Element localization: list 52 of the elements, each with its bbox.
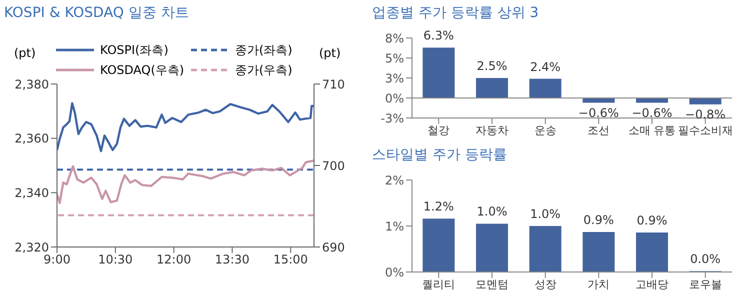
x-tick-label: 모멘텀 (476, 278, 508, 291)
x-tick-label: 9:00 (44, 252, 70, 267)
chart-title: KOSPI & KOSDAQ 일중 차트 (4, 4, 189, 22)
legend-label: KOSDAQ(우측) (100, 62, 184, 78)
chart-title: 스타일별 주가 등락률 (372, 146, 507, 164)
y-tick-label: 0% (384, 265, 404, 280)
x-tick-label: 13:30 (214, 252, 250, 267)
y2-tick-label: 710 (322, 77, 345, 92)
x-tick-label: 필수소비재 (678, 124, 733, 137)
y-tick-label: 8% (384, 31, 404, 46)
y-tick-label: 5% (384, 51, 404, 66)
legend-label: 종가(좌측) (235, 42, 292, 58)
x-tick-label: 조선 (588, 124, 610, 137)
x-tick-label: 15:00 (273, 252, 308, 267)
data-label: 1.0% (476, 204, 508, 219)
x-tick-label: 운송 (534, 124, 556, 137)
x-tick-label: 로우볼 (688, 278, 722, 291)
data-label: 2.4% (530, 60, 561, 74)
x-tick-label: 철강 (428, 124, 450, 137)
x-tick-label: 10:30 (98, 252, 133, 267)
y-tick-label: -3% (380, 111, 404, 126)
data-label: 1.0% (530, 207, 561, 221)
x-tick-label: 고배당 (636, 278, 668, 291)
data-label: −0.6% (578, 106, 619, 120)
data-label: 2.5% (476, 59, 508, 73)
data-label: 6.3% (423, 28, 454, 43)
data-label: −0.6% (632, 106, 672, 120)
y-tick-label: 2,360 (14, 132, 49, 146)
y-tick-label: 1% (384, 219, 404, 234)
x-tick-label: 소매 유통 (628, 124, 676, 137)
x-tick-label: 퀄리티 (422, 278, 456, 291)
y-tick-label: 2,340 (14, 186, 49, 200)
data-label: 1.2% (423, 200, 454, 214)
x-tick-label: 자동차 (476, 124, 508, 137)
y2-axis-title: (pt) (319, 46, 341, 60)
x-tick-label: 가치 (588, 278, 610, 291)
data-label: 0.9% (583, 212, 614, 227)
legend-label: KOSPI(좌측) (100, 42, 168, 58)
chart-title: 업종별 주가 등락률 상위 3 (372, 4, 539, 22)
data-label: 0.9% (636, 213, 668, 228)
y-tick-label: 2% (384, 173, 404, 188)
y-tick-label: 2,380 (14, 77, 49, 92)
y-tick-label: 0% (384, 91, 404, 106)
x-tick-label: 성장 (534, 278, 556, 291)
legend-label: 종가(우측) (235, 62, 292, 78)
y-axis-title: (pt) (14, 46, 36, 60)
y2-tick-label: 700 (322, 158, 345, 173)
y-tick-label: 3% (384, 71, 404, 86)
data-label: 0.0% (690, 252, 721, 266)
y-tick-label: 2,320 (14, 240, 49, 254)
y2-tick-label: 690 (322, 240, 345, 254)
x-tick-label: 12:00 (156, 252, 192, 267)
